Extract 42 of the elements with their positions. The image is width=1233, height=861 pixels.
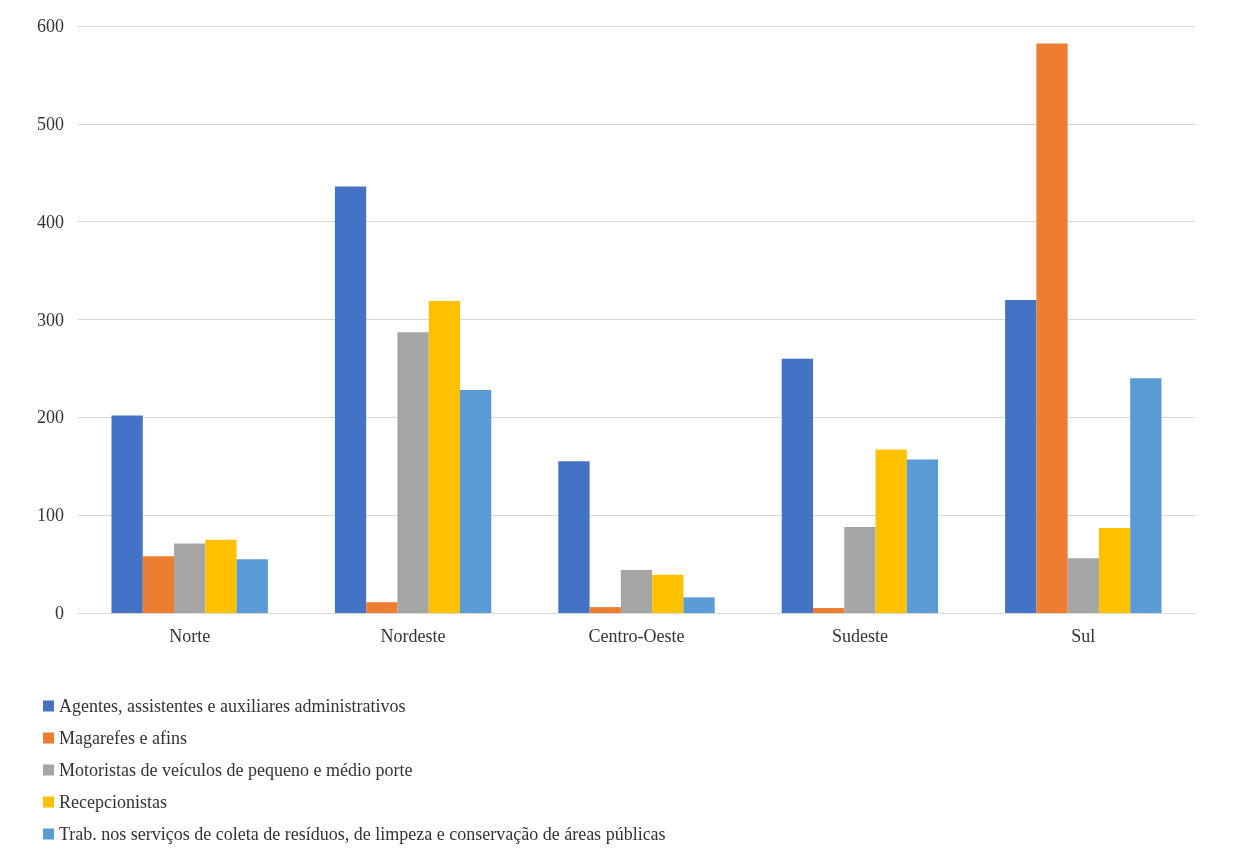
legend-label: Recepcionistas <box>59 792 167 812</box>
legend-label: Agentes, assistentes e auxiliares administrativos <box>59 696 406 716</box>
bar <box>1005 299 1037 613</box>
bar <box>111 415 143 613</box>
bar <box>844 526 876 613</box>
x-tick-label: Nordeste <box>380 626 446 646</box>
bar <box>460 389 492 613</box>
bar <box>875 449 907 613</box>
bar <box>683 597 715 613</box>
bar <box>558 461 590 613</box>
bar <box>366 602 398 613</box>
x-tick-label: Norte <box>169 626 211 646</box>
legend-label: Magarefes e afins <box>59 728 187 748</box>
bar <box>589 607 621 613</box>
y-tick-label: 500 <box>37 113 64 134</box>
bar <box>205 539 237 613</box>
y-tick-label: 0 <box>55 603 64 623</box>
y-tick-label: 600 <box>37 16 64 36</box>
x-tick-label: Sudeste <box>831 626 888 646</box>
bar <box>812 608 845 613</box>
bar <box>781 358 813 613</box>
bar <box>174 543 206 613</box>
bar <box>1036 43 1068 613</box>
y-tick-label: 400 <box>37 211 64 232</box>
legend-label: Motoristas de veículos de pequeno e médio porte <box>59 760 413 780</box>
x-tick-label: Centro-Oeste <box>588 626 685 646</box>
bar <box>906 459 939 613</box>
bar <box>1130 378 1162 613</box>
x-tick-label: Sul <box>1071 626 1096 646</box>
bar <box>652 574 684 613</box>
bar <box>142 556 175 613</box>
bar <box>334 186 367 613</box>
bar <box>1098 527 1131 613</box>
y-tick-label: 100 <box>37 505 64 526</box>
bar <box>397 332 429 613</box>
bar <box>620 569 653 613</box>
y-tick-label: 200 <box>37 407 64 428</box>
bar <box>428 300 461 613</box>
bar <box>236 559 268 613</box>
legend-label: Trab. nos serviços de coleta de resíduos, de limpeza e conservação de áreas públicas <box>59 824 666 844</box>
y-tick-label: 300 <box>37 309 64 330</box>
bar <box>1067 558 1099 613</box>
